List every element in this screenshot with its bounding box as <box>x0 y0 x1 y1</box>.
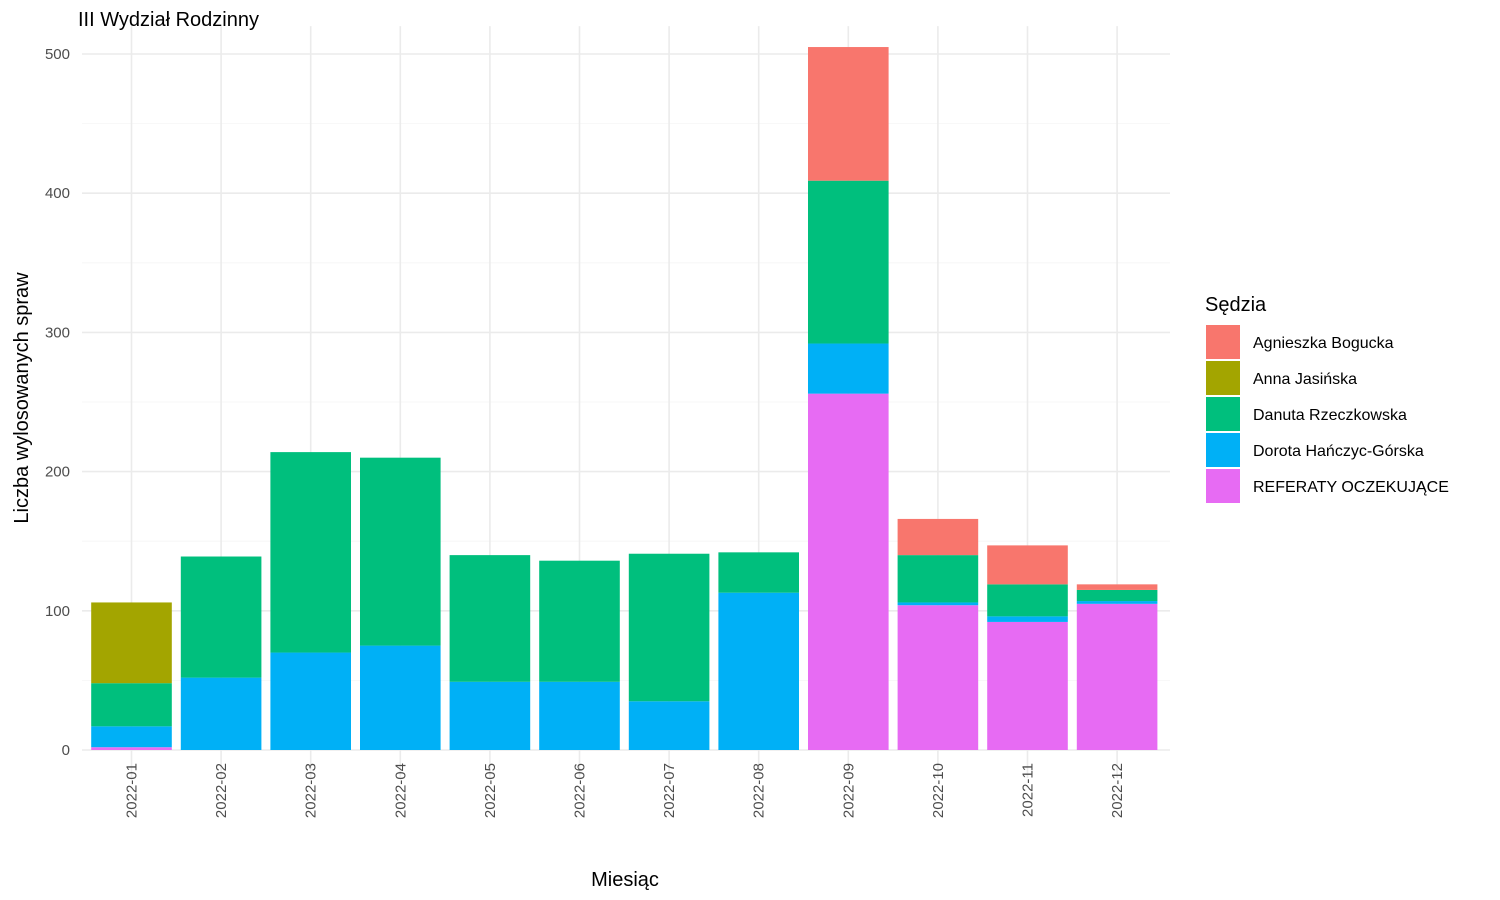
y-tick-label: 400 <box>45 185 70 202</box>
bar-segment <box>180 556 262 678</box>
y-axis-ticks: 0 100 200 300 400 500 <box>45 46 70 759</box>
bar-segment <box>1076 601 1158 604</box>
bar-segment <box>628 701 710 750</box>
y-tick-label: 0 <box>62 742 70 759</box>
bar-segment <box>270 652 351 750</box>
bar-segment <box>808 343 889 394</box>
bar-segment <box>1076 589 1158 602</box>
x-tick-label: 2022-01 <box>124 763 141 818</box>
legend-title: Sędzia <box>1205 294 1267 316</box>
bar-segment <box>987 545 1068 585</box>
bar-segment <box>91 683 172 727</box>
x-tick-label: 2022-03 <box>303 763 320 818</box>
x-tick-label: 2022-04 <box>392 763 409 818</box>
bar-segment <box>360 457 441 646</box>
bar-segment <box>808 47 889 181</box>
bar-segment <box>808 180 889 344</box>
bar-segment <box>449 555 531 682</box>
bar-segment <box>1076 603 1158 750</box>
bar-segment <box>539 560 620 682</box>
bar-segment <box>897 555 979 603</box>
y-tick-label: 300 <box>45 324 70 341</box>
bar-segment <box>987 621 1068 750</box>
y-axis-title: Liczba wylosowanych spraw <box>11 272 33 524</box>
y-tick-label: 200 <box>45 464 70 481</box>
bar-segment <box>360 645 441 750</box>
legend-item-label: Dorota Hańczyc-Górska <box>1253 443 1424 460</box>
legend-swatch <box>1206 433 1240 467</box>
bar-segment <box>718 592 799 750</box>
bar-segment <box>628 553 710 702</box>
bar-segment <box>897 518 979 556</box>
legend: Sędzia Agnieszka Bogucka Anna Jasińska Dan… <box>1205 294 1449 503</box>
bar-segment <box>91 747 172 750</box>
bar-segment <box>987 584 1068 617</box>
bar-segment <box>987 616 1068 622</box>
x-axis-ticks: 2022-01 2022-02 2022-03 2022-04 2022-05 2022-… <box>124 763 1127 818</box>
bars <box>91 47 1158 750</box>
bar-segment <box>539 681 620 750</box>
x-tick-label: 2022-05 <box>482 763 499 818</box>
legend-item-label: Anna Jasińska <box>1253 371 1357 388</box>
chart-title: III Wydział Rodzinny <box>78 9 259 31</box>
bar-segment <box>718 552 799 593</box>
x-tick-label: 2022-08 <box>751 763 768 818</box>
bar-segment <box>449 681 531 750</box>
y-tick-label: 500 <box>45 46 70 63</box>
x-tick-label: 2022-11 <box>1020 763 1037 817</box>
legend-item-label: Agnieszka Bogucka <box>1253 335 1394 352</box>
legend-swatch <box>1206 361 1240 395</box>
x-tick-label: 2022-02 <box>213 763 230 818</box>
x-tick-label: 2022-06 <box>572 763 589 818</box>
bar-segment <box>180 677 262 750</box>
legend-swatch <box>1206 325 1240 359</box>
x-axis-title: Miesiąc <box>591 869 659 891</box>
bar-segment <box>91 602 172 684</box>
bar-segment <box>1076 584 1158 590</box>
x-tick-label: 2022-07 <box>661 763 678 818</box>
bar-segment <box>91 726 172 748</box>
bar-segment <box>808 393 889 750</box>
y-tick-label: 100 <box>45 603 70 620</box>
legend-item-label: Danuta Rzeczkowska <box>1253 407 1407 424</box>
legend-swatch <box>1206 397 1240 431</box>
legend-swatch <box>1206 469 1240 503</box>
bar-segment <box>270 452 351 653</box>
bar-segment <box>897 605 979 750</box>
x-tick-label: 2022-09 <box>840 763 857 818</box>
bar-segment <box>897 602 979 606</box>
legend-item-label: REFERATY OCZEKUJĄCE <box>1253 479 1449 496</box>
x-tick-label: 2022-10 <box>930 763 947 818</box>
x-tick-label: 2022-12 <box>1109 763 1126 818</box>
